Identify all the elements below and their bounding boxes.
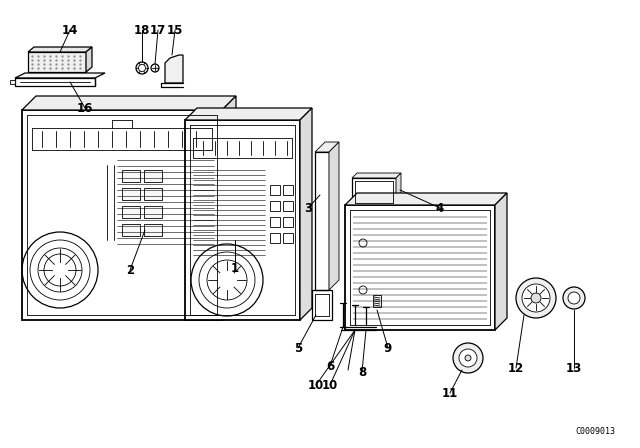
Polygon shape [185, 108, 312, 120]
Polygon shape [315, 142, 339, 152]
Text: 6: 6 [326, 359, 334, 372]
Text: 3: 3 [304, 202, 312, 215]
Polygon shape [144, 170, 162, 182]
Polygon shape [22, 110, 222, 320]
Text: 17: 17 [150, 23, 166, 36]
Polygon shape [22, 96, 236, 110]
Text: 12: 12 [508, 362, 524, 375]
Polygon shape [122, 224, 140, 236]
Circle shape [516, 278, 556, 318]
Circle shape [531, 293, 541, 303]
Text: 16: 16 [77, 102, 93, 115]
Polygon shape [144, 224, 162, 236]
Polygon shape [144, 206, 162, 218]
Polygon shape [122, 206, 140, 218]
Circle shape [151, 64, 159, 72]
Text: 11: 11 [442, 387, 458, 400]
Polygon shape [495, 193, 507, 330]
Text: 13: 13 [566, 362, 582, 375]
Text: 8: 8 [358, 366, 366, 379]
Polygon shape [15, 78, 95, 86]
Polygon shape [144, 188, 162, 200]
Polygon shape [345, 193, 507, 205]
Polygon shape [352, 178, 396, 206]
Bar [28, 52, 86, 72]
Text: 1: 1 [231, 262, 239, 275]
Text: 10: 10 [308, 379, 324, 392]
Polygon shape [396, 173, 401, 206]
Polygon shape [10, 80, 15, 84]
Polygon shape [122, 170, 140, 182]
Circle shape [465, 355, 471, 361]
Circle shape [138, 65, 145, 72]
Polygon shape [165, 55, 183, 83]
Text: 2: 2 [126, 263, 134, 276]
Circle shape [359, 286, 367, 294]
Polygon shape [352, 173, 401, 178]
Polygon shape [15, 73, 105, 78]
Text: 5: 5 [294, 341, 302, 354]
Polygon shape [28, 47, 92, 52]
Circle shape [459, 349, 477, 367]
Polygon shape [185, 120, 300, 320]
Circle shape [359, 239, 367, 247]
Text: 18: 18 [134, 23, 150, 36]
Polygon shape [345, 205, 495, 330]
Polygon shape [86, 47, 92, 72]
Text: 10: 10 [322, 379, 338, 392]
Text: 14: 14 [62, 23, 78, 36]
Text: 15: 15 [167, 23, 183, 36]
Text: 7: 7 [0, 447, 1, 448]
Polygon shape [300, 108, 312, 320]
Polygon shape [315, 152, 329, 290]
Polygon shape [222, 96, 236, 320]
Polygon shape [122, 188, 140, 200]
Polygon shape [329, 142, 339, 290]
Text: 9: 9 [384, 341, 392, 354]
Text: C0009013: C0009013 [575, 427, 615, 436]
Circle shape [563, 287, 585, 309]
Circle shape [568, 292, 580, 304]
Circle shape [136, 62, 148, 74]
Circle shape [453, 343, 483, 373]
Text: 4: 4 [436, 202, 444, 215]
Circle shape [522, 284, 550, 312]
